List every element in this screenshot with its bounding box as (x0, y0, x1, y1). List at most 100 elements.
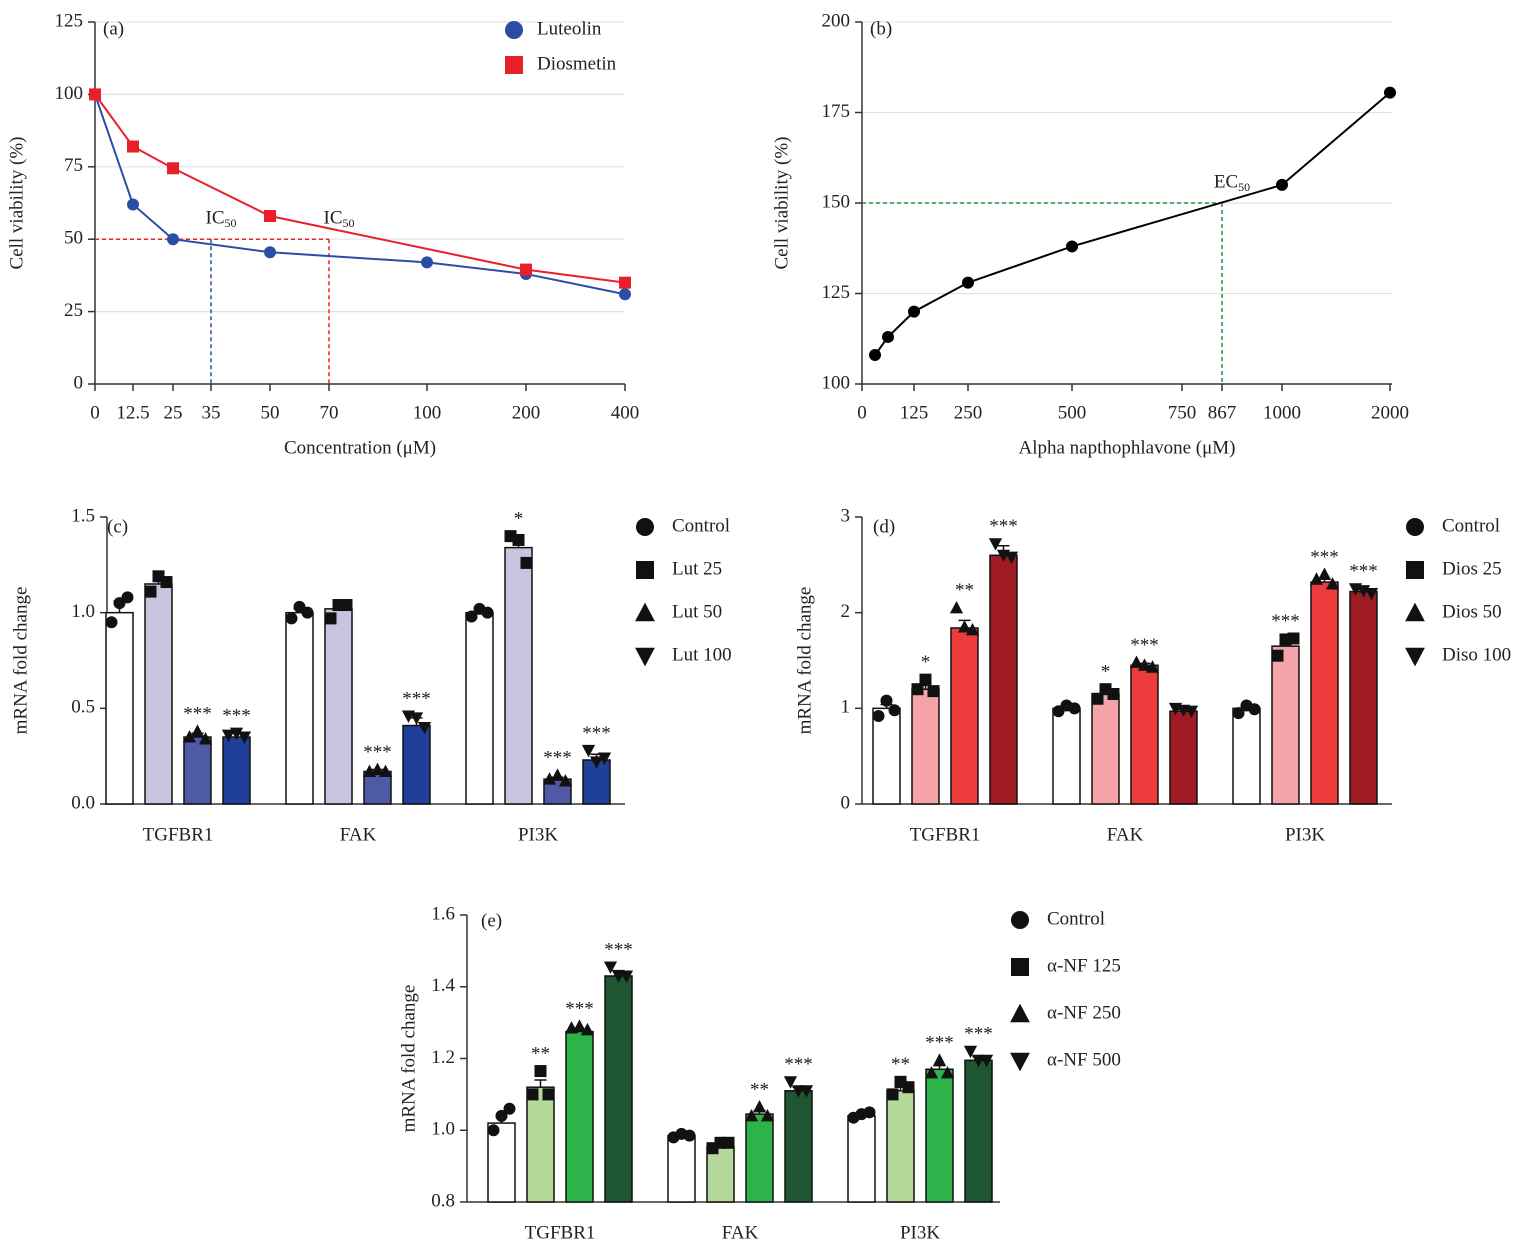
significance: *** (1310, 547, 1339, 568)
bar (911, 688, 940, 805)
replicate-point (683, 1129, 696, 1142)
bar (706, 1145, 735, 1203)
significance: * (1101, 662, 1111, 683)
replicate-point (924, 1065, 939, 1079)
data-point (421, 256, 433, 269)
data-point (520, 263, 532, 276)
replicate-point (927, 685, 940, 698)
annotation-subscript: 50 (343, 216, 355, 230)
replicate-point (542, 772, 557, 785)
y-axis-title: mRNA fold change (398, 985, 419, 1133)
replicate-point (752, 1100, 767, 1113)
legend-marker (635, 602, 655, 622)
replicate-point (1137, 658, 1152, 671)
replicate-point (487, 1124, 500, 1137)
replicate-point (229, 727, 244, 741)
replicate-point (965, 622, 980, 636)
bar (144, 583, 173, 805)
bar (964, 1059, 993, 1203)
y-tick-label: 3 (841, 505, 851, 526)
bar (784, 1090, 813, 1203)
y-tick-label: 0.0 (71, 792, 95, 813)
data-point (908, 305, 920, 318)
replicate-point (221, 729, 236, 743)
replicate-point (237, 731, 252, 744)
replicate-point (417, 721, 432, 735)
x-tick-label: 12.5 (116, 402, 149, 423)
y-tick-label: 1.5 (71, 505, 95, 526)
legend-label: Control (1047, 908, 1105, 929)
legend-marker (636, 561, 654, 579)
annotation: IC50 (206, 208, 237, 230)
bar (1169, 710, 1198, 805)
y-tick-label: 0.5 (71, 697, 95, 718)
data-point (1276, 178, 1288, 191)
bar (222, 736, 251, 805)
significance: ** (891, 1054, 910, 1075)
bar (925, 1068, 954, 1203)
replicate-point (121, 591, 134, 604)
legend-label: Lut 100 (672, 644, 732, 665)
bar (1271, 645, 1300, 805)
replicate-point (940, 1065, 955, 1079)
replicate-point (863, 1106, 876, 1119)
data-point (264, 246, 276, 259)
replicate-point (872, 709, 885, 722)
x-tick-label: FAK (1107, 824, 1144, 845)
y-tick-label: 0.8 (431, 1190, 455, 1211)
bar (526, 1086, 555, 1203)
data-point (962, 276, 974, 289)
y-axis-title: Cell viability (%) (771, 137, 792, 270)
x-tick-label: 1000 (1263, 402, 1301, 423)
data-point (619, 276, 631, 289)
x-tick-label: 0 (90, 402, 100, 423)
replicate-point (190, 724, 205, 737)
legend-label: Control (672, 515, 730, 536)
replicate-point (722, 1136, 735, 1149)
error-bar (534, 1079, 547, 1088)
significance: *** (543, 748, 572, 769)
replicate-point (105, 616, 118, 629)
replicate-point (1107, 687, 1120, 700)
replicate-point (988, 538, 1003, 551)
replicate-point (572, 1019, 587, 1032)
bar (402, 724, 431, 805)
y-tick-label: 125 (55, 10, 84, 31)
replicate-point (783, 1076, 798, 1089)
significance: * (514, 508, 524, 529)
data-point (167, 162, 179, 175)
y-tick-label: 25 (64, 300, 83, 321)
significance: *** (604, 939, 633, 960)
bar (745, 1113, 774, 1203)
bar (324, 608, 353, 805)
y-tick-label: 150 (822, 191, 851, 212)
x-tick-label: PI3K (518, 824, 558, 845)
series-line (94, 93, 626, 284)
replicate-point (534, 1065, 547, 1078)
replicate-point (558, 774, 573, 787)
legend-label: Dios 25 (1442, 558, 1502, 579)
replicate-point (979, 1054, 994, 1068)
x-tick-label: PI3K (900, 1222, 940, 1243)
replicate-point (1004, 551, 1019, 565)
x-tick-label: 25 (164, 402, 183, 423)
x-tick-label: 70 (320, 402, 339, 423)
replicate-point (603, 961, 618, 974)
annotation: IC50 (324, 208, 355, 230)
y-tick-label: 125 (822, 282, 851, 303)
replicate-point (512, 533, 525, 546)
y-tick-label: 0 (74, 372, 84, 393)
data-point (619, 288, 631, 301)
data-point (167, 233, 179, 246)
x-tick-label: 200 (512, 402, 541, 423)
replicate-point (285, 612, 298, 625)
bar (285, 611, 314, 805)
significance: *** (1349, 561, 1378, 582)
bar (1310, 581, 1339, 805)
replicate-point (1129, 655, 1144, 668)
x-tick-label: TGFBR1 (910, 824, 981, 845)
x-tick-label: 2000 (1371, 402, 1409, 423)
y-tick-label: 1.0 (71, 601, 95, 622)
replicate-point (932, 1053, 947, 1066)
replicate-point (1145, 660, 1160, 673)
